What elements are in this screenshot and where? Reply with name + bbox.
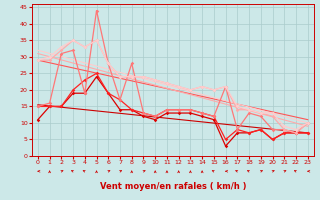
X-axis label: Vent moyen/en rafales ( km/h ): Vent moyen/en rafales ( km/h )	[100, 182, 246, 191]
